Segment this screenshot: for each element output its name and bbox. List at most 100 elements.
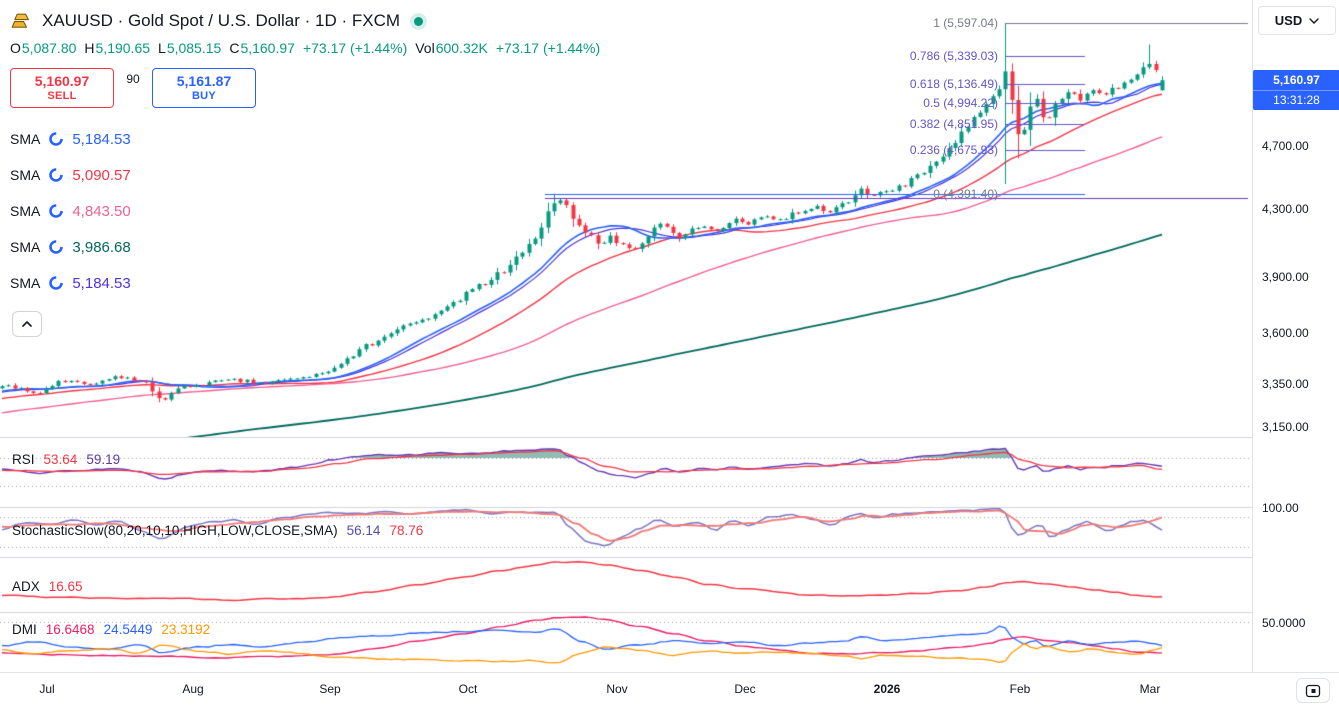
high-label: H [84, 40, 95, 56]
sma-indicator-row[interactable]: SMA 3,986.68 [10, 229, 600, 265]
adx-legend[interactable]: ADX 16.65 [12, 578, 83, 594]
fib-level-label[interactable]: 0.5 (4,994.22) [923, 96, 998, 111]
price-axis-label: 3,600.00 [1262, 326, 1309, 341]
symbol-title-row[interactable]: XAUUSD · Gold Spot / U.S. Dollar · 1D · … [10, 6, 600, 36]
stochastic-legend[interactable]: StochasticSlow(80,20,10,10,HIGH,LOW,CLOS… [12, 522, 423, 538]
trade-widget: 5,160.97 SELL 90 5,161.87 BUY [10, 68, 600, 108]
time-axis-label: Dec [734, 682, 756, 696]
rsi-label: RSI [12, 451, 35, 467]
open-value: 5,087.80 [21, 40, 77, 56]
time-axis-label: Mar [1139, 682, 1161, 696]
stochastic-label: StochasticSlow(80,20,10,10,HIGH,LOW,CLOS… [12, 522, 338, 538]
sma-indicator-row[interactable]: SMA 5,090.57 [10, 157, 600, 193]
sell-price: 5,160.97 [34, 73, 90, 89]
scroll-to-realtime-button[interactable] [1296, 678, 1330, 703]
currency-label: USD [1274, 13, 1303, 28]
price-axis-label: 4,700.00 [1262, 139, 1309, 153]
time-axis-label: Nov [606, 682, 628, 696]
price-axis-label: 3,150.00 [1262, 420, 1309, 435]
sma-indicator-row[interactable]: SMA 5,184.53 [10, 265, 600, 301]
sma-value: 5,184.53 [72, 274, 131, 292]
indicator-sync-icon [48, 167, 64, 183]
pane-scale-label: 50.0000 [1262, 615, 1306, 630]
sma-indicator-row[interactable]: SMA 5,184.53 [10, 121, 600, 157]
sma-label: SMA [10, 203, 41, 219]
time-axis[interactable]: Jul Aug Sep Oct Nov Dec 2026 Feb Mar [0, 672, 1339, 709]
chevron-up-icon [21, 320, 33, 328]
fib-level-label[interactable]: 0.236 (4,675.93) [909, 142, 998, 157]
volume-change-value: +73.17 (+1.44%) [495, 40, 601, 56]
change-value: +73.17 (+1.44%) [302, 40, 408, 56]
current-price-badge: 5,160.97 13:31:28 [1253, 70, 1339, 111]
sell-label: SELL [47, 90, 77, 102]
price-axis-label: 3,350.00 [1262, 377, 1309, 392]
dmi-label: DMI [12, 621, 37, 637]
indicator-sync-icon [48, 131, 64, 147]
chevron-down-icon [1309, 17, 1319, 24]
market-status-icon[interactable] [414, 16, 424, 26]
volume-value: 600.32K [435, 40, 488, 56]
buy-label: BUY [191, 90, 217, 102]
stochastic-value-2: 78.76 [389, 522, 424, 538]
sma-indicator-row[interactable]: SMA 4,843.50 [10, 193, 600, 229]
rsi-value-2: 59.19 [86, 451, 121, 467]
fib-level-label[interactable]: 0.786 (5,339.03) [909, 49, 998, 64]
buy-price: 5,161.87 [176, 73, 232, 89]
currency-dropdown[interactable]: USD [1258, 6, 1336, 35]
sma-value: 4,843.50 [72, 202, 131, 220]
symbol-title[interactable]: XAUUSD · Gold Spot / U.S. Dollar · 1D · … [42, 11, 401, 30]
current-price: 5,160.97 [1273, 73, 1320, 88]
fib-level-label[interactable]: 1 (5,597.04) [933, 16, 998, 31]
fib-retracement-labels: 1 (5,597.04) 0.786 (5,339.03) 0.618 (5,136… [0, 0, 998, 437]
high-value: 5,190.65 [95, 40, 151, 56]
sell-button[interactable]: 5,160.97 SELL [10, 68, 114, 108]
sma-label: SMA [10, 275, 41, 291]
low-value: 5,085.15 [166, 40, 222, 56]
sma-label: SMA [10, 167, 41, 183]
ohlc-row: O 5,087.80 H 5,190.65 L 5,085.15 C 5,160.97 … [10, 39, 600, 57]
spread-value: 90 [126, 72, 140, 86]
chart-legend: XAUUSD · Gold Spot / U.S. Dollar · 1D · … [10, 6, 600, 337]
close-value: 5,160.97 [240, 40, 295, 56]
price-axis-label: 4,300.00 [1262, 201, 1309, 216]
sma-legend: SMA 5,184.53 SMA 5,090.57 SMA 4,843.50 SMA 3,98… [10, 121, 600, 301]
pane-scale-label: 100.00 [1262, 501, 1299, 515]
symbol-logo-icon [10, 11, 34, 31]
dmi-value-3: 23.3192 [161, 621, 211, 637]
adx-value-1: 16.65 [48, 578, 83, 594]
bar-countdown: 13:31:28 [1253, 90, 1339, 110]
sma-label: SMA [10, 239, 41, 255]
fib-level-label[interactable]: 0.618 (5,136.49) [909, 76, 998, 91]
time-axis-label: Oct [458, 682, 478, 696]
sma-label: SMA [10, 131, 41, 147]
low-label: L [158, 40, 166, 56]
volume-label: Vol [415, 40, 435, 56]
open-label: O [10, 40, 21, 56]
fib-level-label[interactable]: 0 (4,391.40) [933, 186, 998, 201]
chart-canvas[interactable] [0, 0, 1252, 671]
indicator-sync-icon [48, 239, 64, 255]
time-axis-label: 2026 [873, 682, 901, 696]
viewfinder-icon [1305, 684, 1321, 698]
indicator-sync-icon [48, 275, 64, 291]
time-axis-label: Aug [182, 682, 204, 696]
time-axis-label: Jul [39, 682, 55, 696]
price-axis-label: 3,900.00 [1262, 270, 1309, 285]
rsi-value-1: 53.64 [43, 451, 78, 467]
dmi-value-2: 24.5449 [103, 621, 153, 637]
buy-button[interactable]: 5,161.87 BUY [152, 68, 256, 108]
rsi-legend[interactable]: RSI 53.64 59.19 [12, 451, 120, 467]
fib-level-label[interactable]: 0.382 (4,851.95) [909, 116, 998, 131]
sma-value: 5,184.53 [72, 130, 131, 148]
sma-value: 3,986.68 [72, 238, 131, 256]
stochastic-value-1: 56.14 [346, 522, 381, 538]
sma-value: 5,090.57 [72, 166, 131, 184]
adx-label: ADX [12, 578, 40, 594]
price-axis[interactable]: USD 4,700.00 4,300.00 3,900.00 3,600.00 3,35… [1252, 0, 1339, 672]
time-axis-label: Feb [1009, 682, 1031, 696]
dmi-value-1: 16.6468 [45, 621, 95, 637]
dmi-legend[interactable]: DMI 16.6468 24.5449 23.3192 [12, 621, 210, 637]
close-label: C [229, 40, 240, 56]
collapse-legend-button[interactable] [12, 311, 42, 337]
